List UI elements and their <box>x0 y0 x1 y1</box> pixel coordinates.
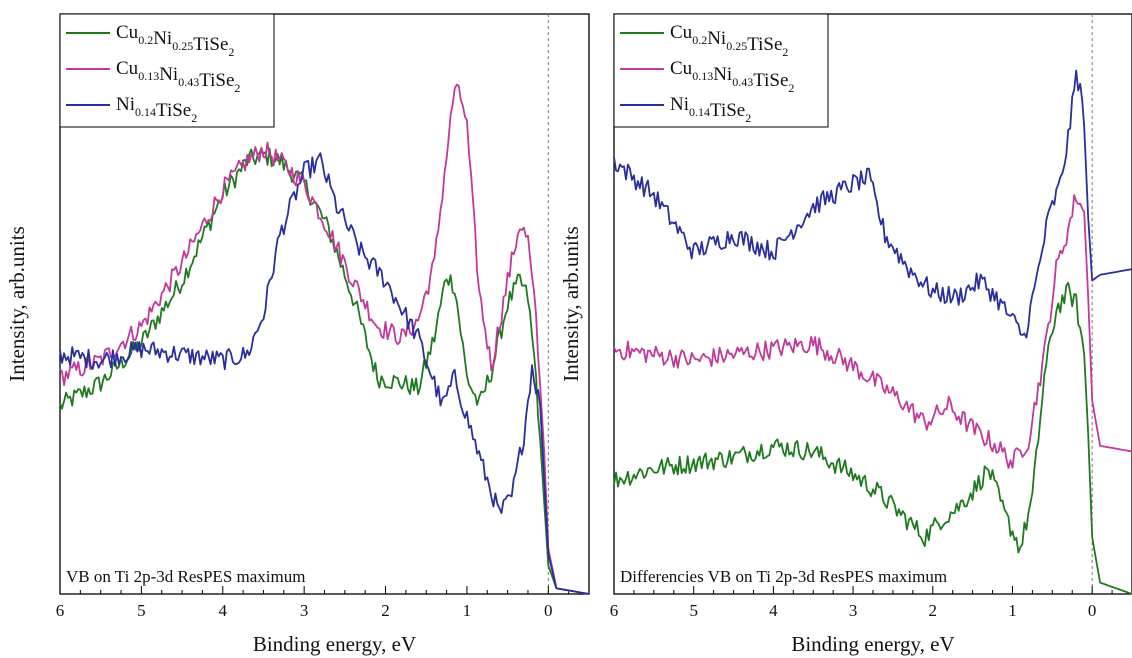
x-tick-label: 5 <box>137 601 146 620</box>
left-panel: 6 5 4 3 2 1 0 Binding energy, eV Intensity, arb.… <box>5 13 590 656</box>
x-tick-label: 2 <box>381 601 390 620</box>
legend-entry: Ni0.14TiSe2 <box>116 94 197 125</box>
legend: Cu0.2Ni0.25TiSe2Cu0.13Ni0.43TiSe2Ni0.14T… <box>59 13 275 128</box>
x-tick-label: 3 <box>849 601 858 620</box>
series-line <box>613 194 1132 469</box>
right-panel: 6 5 4 3 2 1 0 Binding energy, eV Intensity, arb.… <box>559 13 1132 656</box>
x-tick-label: 4 <box>219 601 228 620</box>
legend-entry: Cu0.13Ni0.43TiSe2 <box>670 58 794 95</box>
series-line <box>613 69 1132 339</box>
legend-entry: Cu0.2Ni0.25TiSe2 <box>116 22 234 59</box>
legend-entry: Cu0.13Ni0.43TiSe2 <box>116 58 240 95</box>
panel-annotation: VB on Ti 2p-3d ResPES maximum <box>66 567 305 586</box>
x-tick-label: 1 <box>463 601 472 620</box>
series-line <box>59 152 590 595</box>
series-line <box>59 147 590 595</box>
legend: Cu0.2Ni0.25TiSe2Cu0.13Ni0.43TiSe2Ni0.14T… <box>613 13 829 128</box>
y-axis-title: Intensity, arb.units <box>559 226 583 382</box>
x-axis-title: Binding energy, eV <box>791 632 954 656</box>
series-line <box>613 281 1132 595</box>
x-tick-label: 6 <box>56 601 65 620</box>
legend-entry: Ni0.14TiSe2 <box>670 94 751 125</box>
series-line <box>59 83 590 595</box>
x-tick-label: 4 <box>769 601 778 620</box>
x-tick-label: 5 <box>689 601 698 620</box>
y-axis-title: Intensity, arb.units <box>5 226 29 382</box>
x-tick-label: 6 <box>610 601 619 620</box>
x-tick-label: 0 <box>1088 601 1097 620</box>
x-axis-title: Binding energy, eV <box>253 632 416 656</box>
legend-entry: Cu0.2Ni0.25TiSe2 <box>670 22 788 59</box>
x-tick-label: 0 <box>544 601 553 620</box>
x-tick-label: 2 <box>929 601 938 620</box>
x-tick-label: 3 <box>300 601 309 620</box>
x-tick-label: 1 <box>1008 601 1017 620</box>
panel-annotation: Differencies VB on Ti 2p-3d ResPES maxim… <box>620 567 947 586</box>
